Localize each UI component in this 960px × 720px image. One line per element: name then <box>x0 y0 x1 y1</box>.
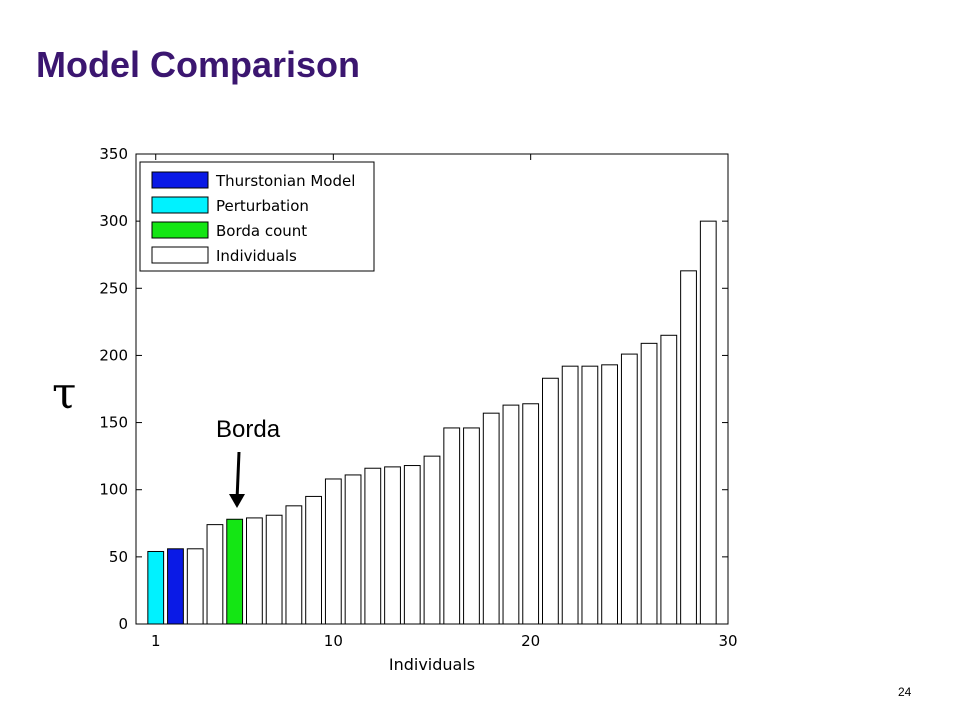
bar-5 <box>226 518 244 625</box>
bar-17 <box>463 427 480 625</box>
bar-9 <box>305 495 322 625</box>
bar-24 <box>601 364 618 625</box>
x-axis-label: Individuals <box>389 655 475 674</box>
legend-swatch <box>151 196 209 214</box>
bar-12 <box>364 467 382 625</box>
bar-20 <box>522 403 540 625</box>
bar-26 <box>640 342 658 625</box>
bar-21 <box>542 377 559 625</box>
x-tick-label: 1 <box>151 632 161 650</box>
bar-16 <box>443 427 461 625</box>
bar-13 <box>384 466 401 625</box>
legend-swatch <box>151 246 209 264</box>
legend-swatch <box>151 171 209 189</box>
bar-25 <box>620 353 638 625</box>
bar-28 <box>680 270 697 625</box>
bar-8 <box>285 505 303 625</box>
legend-swatch <box>151 221 209 239</box>
bar-1 <box>147 550 165 625</box>
x-tick-label: 20 <box>521 632 540 650</box>
bar-10 <box>324 478 342 625</box>
bar-6 <box>246 517 263 625</box>
legend-label: Perturbation <box>216 197 309 215</box>
bar-3 <box>186 548 204 625</box>
x-tick-labels: 1 10 20 30 <box>151 632 738 650</box>
x-tick-label: 30 <box>718 632 737 650</box>
bar-18 <box>482 412 500 625</box>
plot-frame <box>135 153 729 625</box>
bar-19 <box>502 404 520 625</box>
bar-23 <box>581 365 599 625</box>
borda-arrow <box>229 451 245 508</box>
bar-14 <box>403 465 421 625</box>
bar-27 <box>660 334 678 625</box>
x-tick-label: 10 <box>324 632 343 650</box>
y-axis-label: τ <box>52 368 77 419</box>
y-tick-label: 0 <box>118 615 128 633</box>
page-number: 24 <box>898 685 912 699</box>
slide-title: Model Comparison <box>36 44 361 85</box>
y-tick-label: 150 <box>99 414 128 432</box>
bar-15 <box>423 455 441 625</box>
bars <box>147 220 717 625</box>
y-tick-label: 50 <box>109 548 128 566</box>
legend-label: Thurstonian Model <box>215 172 355 190</box>
y-tick-label: 100 <box>99 481 128 499</box>
bar-29 <box>699 220 717 625</box>
y-tick-label: 350 <box>99 145 128 163</box>
bar-7 <box>265 514 283 625</box>
y-tick-label: 250 <box>99 279 128 297</box>
y-tick-label: 200 <box>99 346 128 364</box>
bar-2 <box>167 548 184 625</box>
legend-label: Borda count <box>216 222 307 240</box>
legend: Thurstonian Model Perturbation Borda count… <box>139 161 375 272</box>
y-tick-labels: 0 50 100 150 200 250 300 350 <box>99 145 128 633</box>
y-tick-label: 300 <box>99 212 128 230</box>
borda-annotation: Borda <box>216 416 281 443</box>
bar-4 <box>206 524 224 625</box>
bar-22 <box>561 365 579 625</box>
legend-label: Individuals <box>216 247 297 265</box>
bar-11 <box>344 474 362 625</box>
